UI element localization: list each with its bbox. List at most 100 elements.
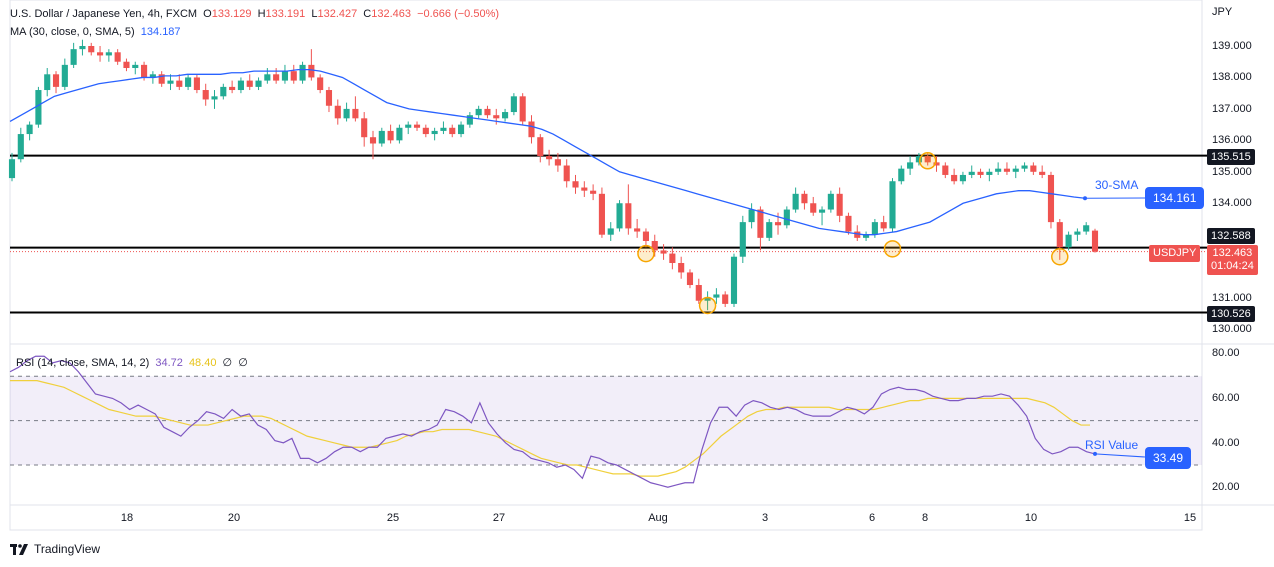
candle-body-123 (1091, 230, 1099, 252)
candle-body-95 (845, 215, 852, 232)
candle-body-73 (651, 240, 658, 251)
rsi-label: RSI (14, close, SMA, 14, 2) (16, 357, 150, 369)
candle-body-35 (317, 77, 324, 91)
tradingview-brand[interactable]: TradingView (10, 542, 100, 556)
candle-body-29 (264, 74, 271, 81)
highlight-circle-2 (883, 240, 902, 258)
candle-body-102 (907, 162, 914, 169)
candle-body-112 (995, 168, 1002, 172)
candle-body-84 (748, 209, 755, 223)
candle-body-52 (466, 115, 473, 125)
candle-body-28 (255, 80, 262, 87)
sma-annotation[interactable]: 30-SMA (1095, 178, 1139, 192)
rsi-extra-1: ∅ (222, 357, 233, 369)
candle-body-25 (229, 86, 236, 91)
candle-body-111 (986, 171, 993, 175)
candle-countdown: 01:04:24 (1211, 260, 1254, 272)
rsi-series (9, 355, 1146, 488)
candle-body-39 (352, 108, 359, 119)
candle-body-87 (774, 222, 782, 226)
candle-body-48 (431, 130, 438, 135)
time-tick-15: 15 (1183, 512, 1197, 524)
rsi-value: 34.72 (155, 357, 183, 369)
last-price-tag: 132.463 01:04:24 (1207, 245, 1258, 275)
candle-body-101 (898, 168, 905, 182)
candle-body-40 (361, 118, 368, 138)
ma-value: 134.187 (140, 26, 181, 38)
highlight-circle-3 (918, 152, 937, 170)
candle-body-33 (299, 64, 306, 81)
candle-body-58 (519, 96, 526, 122)
candle-body-45 (405, 124, 412, 128)
high-value: 133.191 (265, 8, 306, 20)
candle-body-5 (52, 74, 60, 87)
price-tick-135: 135.000 (1212, 166, 1252, 178)
candle-body-49 (440, 127, 447, 131)
sma-value-tag: 134.161 (1145, 187, 1205, 209)
candle-body-30 (273, 74, 280, 81)
ma-legend[interactable]: MA (30, close, 0, SMA, 5) 134.187 (10, 26, 184, 38)
candle-body-122 (1083, 225, 1090, 232)
candle-body-37 (334, 105, 341, 119)
candle-body-51 (457, 124, 465, 135)
candle-body-89 (792, 193, 799, 210)
symbol-tag: USDJPY (1149, 245, 1201, 262)
candle-body-78 (695, 285, 702, 301)
high-label: H (257, 8, 266, 20)
rsi-tick-20: 20.00 (1212, 481, 1240, 493)
candle-body-18 (167, 80, 174, 84)
candle-body-81 (722, 294, 729, 304)
candle-body-106 (942, 165, 949, 175)
price-legend[interactable]: U.S. Dollar / Japanese Yen, 4h, FXCM O13… (10, 8, 502, 20)
candle-body-44 (396, 127, 403, 141)
candle-body-23 (211, 96, 218, 100)
candle-body-72 (642, 231, 650, 241)
close-value: 132.463 (371, 8, 412, 20)
candle-body-94 (836, 193, 843, 216)
level-tag-upper: 135.515 (1207, 149, 1255, 165)
candle-body-15 (141, 64, 148, 78)
candle-body-75 (669, 253, 676, 264)
rsi-value-tag: 33.49 (1145, 447, 1192, 469)
candle-body-80 (713, 294, 720, 298)
candle-body-113 (1003, 168, 1011, 172)
open-label: O (203, 8, 212, 20)
candle-body-90 (801, 193, 808, 204)
candle-body-32 (290, 71, 297, 81)
time-tick-10: 10 (1024, 512, 1038, 524)
candle-body-17 (158, 74, 165, 84)
candle-body-19 (176, 80, 183, 87)
rsi-leader-dot (1093, 451, 1097, 456)
candle-body-107 (951, 174, 958, 182)
candle-body-20 (185, 77, 192, 87)
candle-body-115 (1021, 165, 1028, 169)
candle-body-34 (308, 64, 315, 78)
candle-body-38 (343, 108, 350, 119)
candle-body-121 (1074, 231, 1081, 235)
horizontal-levels[interactable] (10, 154, 1207, 314)
candle-body-64 (572, 181, 579, 188)
candle-body-114 (1012, 168, 1019, 172)
price-tick-136: 136.000 (1212, 134, 1252, 146)
candle-body-83 (739, 222, 746, 257)
candle-body-43 (387, 130, 394, 141)
candle-body-60 (537, 137, 544, 157)
candle-body-88 (783, 209, 790, 226)
candle-body-36 (325, 90, 333, 106)
rsi-annotation[interactable]: RSI Value (1085, 438, 1139, 452)
price-tick-134: 134.000 (1212, 197, 1252, 209)
candle-body-99 (880, 222, 887, 229)
change-value: −0.666 (−0.50%) (417, 8, 500, 20)
candle-body-53 (475, 108, 482, 116)
highlight-circle-1 (637, 244, 655, 263)
candle-body-74 (660, 250, 667, 254)
candle-body-24 (220, 86, 227, 97)
candle-body-26 (237, 80, 244, 91)
time-tick-27: 27 (492, 512, 506, 524)
candle-body-11 (105, 52, 112, 56)
candle-body-93 (827, 193, 834, 210)
rsi-legend[interactable]: RSI (14, close, SMA, 14, 2) 34.72 48.40 … (16, 356, 251, 369)
time-tick-6: 6 (868, 512, 876, 524)
tradingview-logo-icon (10, 543, 28, 555)
